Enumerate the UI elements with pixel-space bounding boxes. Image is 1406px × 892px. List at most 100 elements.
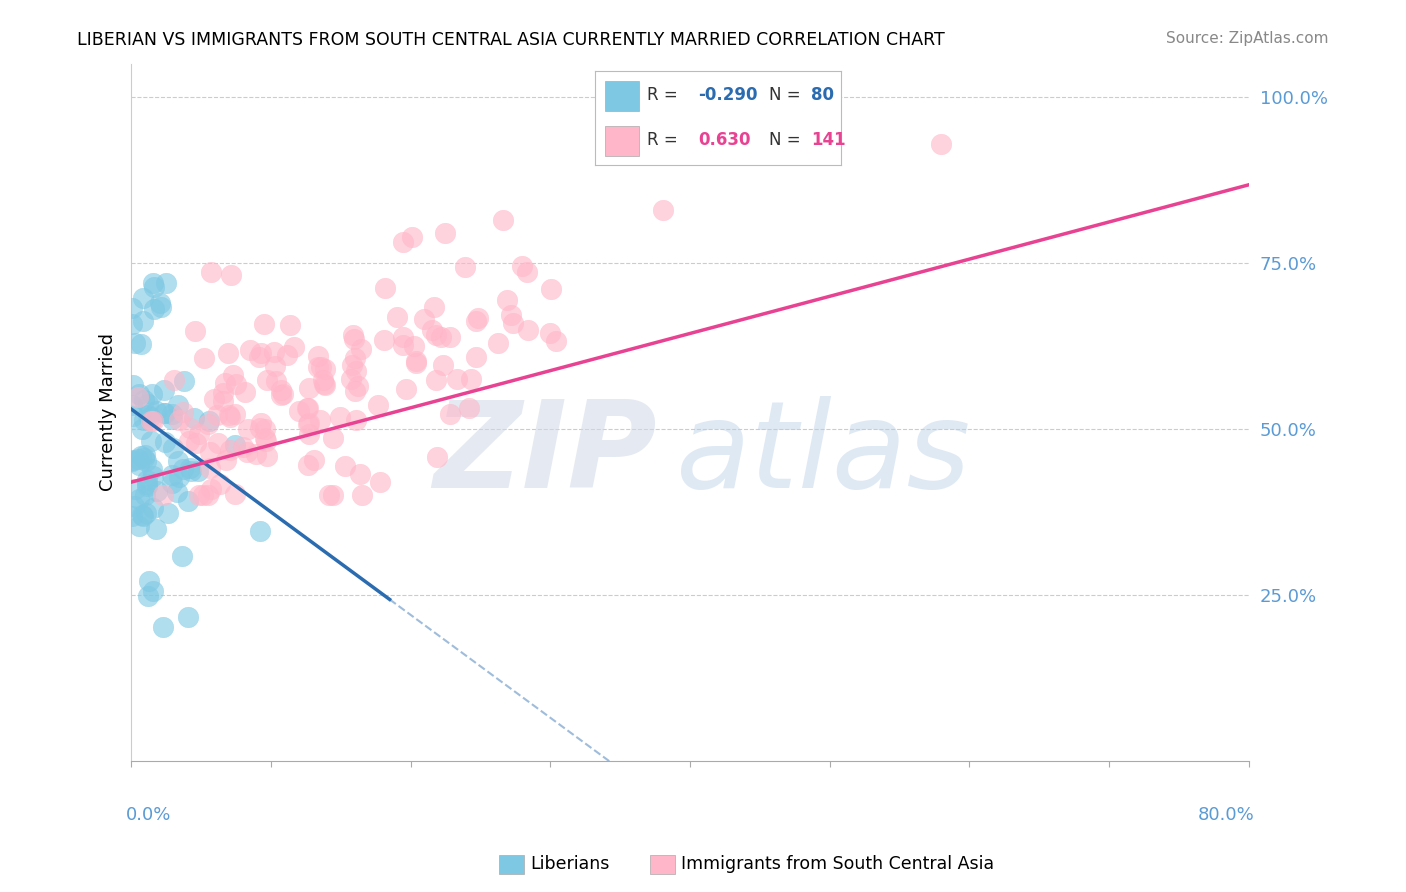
Point (187, 488, 209, 502)
Point (405, 354, 427, 368)
Point (129, 450, 152, 464)
Point (172, 549, 194, 563)
Point (276, 348, 298, 362)
Point (297, 417, 319, 431)
Point (160, 412, 183, 426)
Point (464, 314, 486, 328)
Point (538, 326, 561, 341)
Point (302, 453, 325, 467)
Point (433, 226, 456, 240)
Point (132, 509, 155, 524)
Point (142, 583, 165, 598)
Point (128, 519, 150, 533)
Point (307, 360, 329, 375)
Point (124, 482, 146, 496)
Point (155, 276, 177, 290)
Point (266, 374, 288, 388)
Point (439, 329, 461, 343)
Point (152, 488, 174, 502)
Point (217, 345, 239, 359)
Point (544, 334, 567, 348)
Point (499, 308, 522, 322)
Point (467, 311, 489, 326)
Point (373, 334, 395, 348)
Point (219, 268, 242, 282)
Point (134, 448, 156, 462)
Point (121, 317, 143, 331)
Point (349, 343, 371, 357)
Point (166, 454, 188, 468)
Point (422, 301, 444, 315)
Point (322, 488, 344, 502)
Point (167, 470, 190, 484)
Point (211, 394, 233, 409)
Point (142, 501, 165, 516)
Point (264, 359, 287, 374)
Point (322, 431, 344, 445)
Point (516, 265, 538, 279)
Point (339, 372, 361, 386)
Point (311, 359, 333, 374)
Point (347, 379, 370, 393)
Point (297, 458, 319, 472)
Point (273, 386, 295, 401)
Point (139, 414, 162, 428)
Point (145, 522, 167, 536)
Point (430, 330, 453, 344)
Point (187, 427, 209, 442)
Point (385, 310, 408, 325)
Point (516, 323, 538, 337)
Point (502, 316, 524, 330)
Point (122, 377, 145, 392)
Point (278, 318, 301, 333)
Point (155, 406, 177, 420)
Point (135, 506, 157, 520)
Point (134, 413, 156, 427)
Point (236, 444, 259, 458)
Point (169, 413, 191, 427)
Point (253, 422, 276, 436)
Point (136, 397, 159, 411)
Point (162, 441, 184, 455)
Point (215, 453, 238, 467)
Point (177, 494, 200, 508)
Point (136, 478, 159, 492)
Point (212, 386, 235, 401)
Point (222, 368, 245, 383)
Point (342, 328, 364, 343)
Point (346, 412, 368, 426)
Point (214, 376, 236, 390)
Point (931, 136, 953, 151)
Point (344, 351, 367, 366)
Point (121, 509, 143, 524)
Point (145, 404, 167, 418)
Point (402, 339, 425, 353)
Point (344, 384, 367, 398)
Point (343, 332, 366, 346)
Point (183, 411, 205, 425)
Point (128, 386, 150, 401)
Point (166, 484, 188, 499)
Point (187, 464, 209, 478)
Point (368, 475, 391, 489)
Point (162, 373, 184, 387)
Point (160, 468, 183, 483)
Point (131, 508, 153, 523)
Point (198, 414, 221, 428)
Point (245, 447, 267, 461)
Point (298, 427, 321, 442)
Point (153, 406, 176, 420)
Point (143, 280, 166, 294)
Point (439, 407, 461, 421)
Point (342, 358, 364, 372)
Point (318, 488, 340, 502)
Point (349, 467, 371, 481)
Point (335, 458, 357, 473)
Point (128, 491, 150, 506)
Text: 0.0%: 0.0% (125, 806, 172, 824)
Text: 80.0%: 80.0% (1198, 806, 1254, 824)
Point (198, 445, 221, 459)
Text: Immigrants from South Central Asia: Immigrants from South Central Asia (681, 855, 994, 873)
Point (153, 383, 176, 397)
Point (392, 338, 415, 352)
